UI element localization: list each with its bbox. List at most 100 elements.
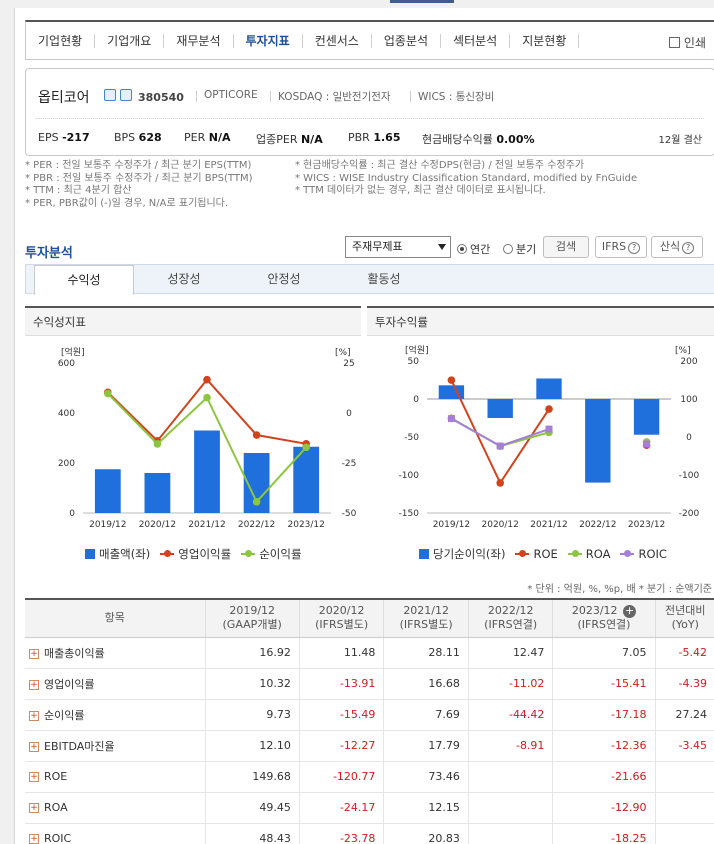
ifrs-button[interactable]: IFRS? xyxy=(595,236,647,258)
row-label-cell[interactable]: + ROIC xyxy=(25,823,205,844)
x-tick-label: 2023/12 xyxy=(288,520,325,530)
tab-profitability[interactable]: 수익성 xyxy=(34,265,134,295)
company-name: 옵티코어 xyxy=(38,90,90,106)
x-tick-label: 2022/12 xyxy=(238,520,275,530)
note-line: * WICS : WISE Industry Classification St… xyxy=(295,172,638,184)
chart-legend: 매출액(좌) 영업이익률 순이익률 xyxy=(85,546,302,562)
table-cell: 12.10 xyxy=(204,730,300,762)
table-row[interactable]: + ROA 49.45 -24.17 12.15 -12.90 xyxy=(25,792,714,824)
legend-item[interactable]: 매출액(좌) xyxy=(85,546,150,562)
expand-all-icon[interactable]: + xyxy=(623,603,637,618)
legend-swatch xyxy=(419,549,429,559)
formula-button[interactable]: 산식? xyxy=(651,236,703,258)
row-label-cell[interactable]: + EBITDA마진율 xyxy=(25,730,205,762)
help-icon: ? xyxy=(682,242,695,254)
expand-row-icon[interactable]: + xyxy=(29,803,39,813)
legend-swatch xyxy=(567,550,582,557)
table-cell: -13.91 xyxy=(298,668,384,700)
series-point xyxy=(203,375,211,384)
table-header-row: 항목 2019/12 (GAAP개별) 2020/12 (IFRS별도) 2021/… xyxy=(25,598,714,638)
legend-item[interactable]: 순이익률 xyxy=(241,546,302,562)
table-cell: -23.78 xyxy=(298,823,384,844)
per-stat: PER N/A xyxy=(184,131,231,144)
table-row[interactable]: + 순이익률 9.73 -15.49 7.69 -44.42 -17.18 27.24 xyxy=(25,699,714,731)
table-cell: -5.42 xyxy=(654,637,714,669)
legend-item[interactable]: ROE xyxy=(515,546,558,562)
expand-row-icon[interactable]: + xyxy=(29,679,39,690)
legend-item[interactable]: 당기순이익(좌) xyxy=(419,546,505,562)
statement-select[interactable]: 주재무제표 xyxy=(345,236,451,258)
radio-annual[interactable]: 연간 xyxy=(457,241,490,257)
eps-stat: EPS -217 xyxy=(38,131,90,144)
nav-company-overview[interactable]: 기업개요 xyxy=(95,33,165,48)
tab-growth[interactable]: 성장성 xyxy=(167,272,201,286)
table-row[interactable]: + ROIC 48.43 -23.78 20.83 -18.25 xyxy=(25,823,714,844)
notes-right: * 현금배당수익률 : 최근 결산 수정DPS(현금) / 전일 보통주 수정주… xyxy=(295,160,637,198)
tab-stability[interactable]: 안정성 xyxy=(267,272,301,286)
series-point xyxy=(447,376,456,384)
table-cell: 10.32 xyxy=(204,668,300,700)
radio-quarter[interactable]: 분기 xyxy=(503,241,536,257)
radio-quarter-label: 분기 xyxy=(516,243,537,256)
nav-shareholding[interactable]: 지분현황 xyxy=(510,33,580,48)
home-icon[interactable] xyxy=(104,89,116,101)
row-label-cell[interactable]: + 순이익률 xyxy=(25,699,205,731)
table-row[interactable]: + 매출총이익률 16.92 11.48 28.11 12.47 7.05 -5.42 xyxy=(25,637,714,669)
row-label-cell[interactable]: + ROE xyxy=(25,761,205,793)
legend-item[interactable]: ROA xyxy=(567,546,610,562)
chevron-down-icon xyxy=(438,244,446,250)
legend-item[interactable]: 영업이익률 xyxy=(160,546,231,562)
nav-sector-analysis[interactable]: 섹터분석 xyxy=(441,33,511,48)
table-cell: 20.83 xyxy=(383,823,469,844)
table-row[interactable]: + EBITDA마진율 12.10 -12.27 17.79 -8.91 -12.36 -3.… xyxy=(25,730,714,762)
tab-activity[interactable]: 활동성 xyxy=(367,272,401,286)
expand-row-icon[interactable]: + xyxy=(29,710,39,721)
expand-row-icon[interactable]: + xyxy=(29,741,39,752)
table-cell: -24.17 xyxy=(298,792,384,824)
row-label-cell[interactable]: + ROA xyxy=(25,792,205,824)
table-cell: 17.79 xyxy=(383,730,469,762)
radio-icon xyxy=(503,244,513,254)
series-point xyxy=(104,389,112,398)
nav-industry-analysis[interactable]: 업종분석 xyxy=(372,33,442,48)
note-line: * 현금배당수익률 : 최근 결산 수정DPS(현금) / 전일 보통주 수정주… xyxy=(295,160,585,171)
expand-row-icon[interactable]: + xyxy=(29,772,39,782)
expand-row-icon[interactable]: + xyxy=(29,834,39,844)
stock-code: 380540 xyxy=(138,91,184,104)
print-button[interactable]: 인쇄 xyxy=(668,34,706,51)
row-label-cell[interactable]: + 영업이익률 xyxy=(25,668,205,700)
chart-title: 수익성지표 xyxy=(25,306,361,336)
table-cell: -17.18 xyxy=(552,699,655,731)
building-icon[interactable] xyxy=(120,89,132,101)
legend-swatch xyxy=(620,550,635,557)
chart-title: 투자수익률 xyxy=(367,306,714,336)
legend-item[interactable]: ROIC xyxy=(620,546,667,562)
nav-investment-indicators[interactable]: 투자지표 xyxy=(234,33,303,48)
table-cell xyxy=(654,792,714,824)
nav-company-status[interactable]: 기업현황 xyxy=(26,33,96,48)
market-industry: KOSDAQ : 일반전기전자 xyxy=(278,91,391,103)
table-row[interactable]: + 영업이익률 10.32 -13.91 16.68 -11.02 -15.41 -4.39 xyxy=(25,668,714,700)
series-point xyxy=(252,431,261,439)
x-tick-label: 2021/12 xyxy=(530,520,567,530)
dividend-yield-stat: 현금배당수익률 0.00% xyxy=(422,133,535,146)
expand-row-icon[interactable]: + xyxy=(29,648,39,659)
y-tick-label-left: 400 xyxy=(58,409,75,419)
table-cell: 7.69 xyxy=(383,699,469,731)
row-label: 영업이익률 xyxy=(44,677,95,691)
legend-swatch xyxy=(241,550,256,557)
search-button[interactable]: 검색 xyxy=(543,236,589,258)
section-title: 투자분석 xyxy=(25,246,73,261)
pbr-stat: PBR 1.65 xyxy=(348,131,401,144)
table-cell: -15.41 xyxy=(552,668,655,700)
y-tick-label-left: 50 xyxy=(408,357,420,367)
help-icon: ? xyxy=(628,242,641,254)
table-cell: -12.90 xyxy=(552,792,655,824)
series-point xyxy=(496,479,504,487)
nav-consensus[interactable]: 컨센서스 xyxy=(303,33,372,48)
table-row[interactable]: + ROE 149.68 -120.77 73.46 -21.66 xyxy=(25,761,714,793)
bar xyxy=(194,430,220,513)
nav-financial-analysis[interactable]: 재무분석 xyxy=(164,33,234,48)
row-label-cell[interactable]: + 매출총이익률 xyxy=(25,637,205,669)
bar xyxy=(144,473,171,513)
